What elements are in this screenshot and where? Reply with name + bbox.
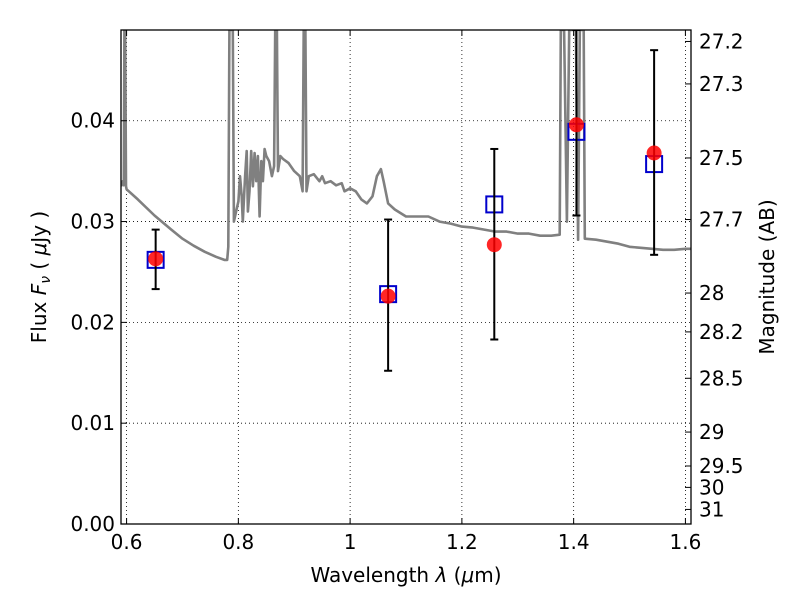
y-tick-label: 0.03 bbox=[70, 210, 115, 234]
mag-tick-label: 28 bbox=[699, 281, 724, 305]
observed-photometry-point bbox=[380, 288, 396, 304]
mag-tick-label: 29.5 bbox=[699, 454, 744, 478]
right-axis-title: Magnitude (AB) bbox=[755, 199, 779, 354]
x-tick-label: 1.2 bbox=[446, 530, 478, 554]
mag-tick-label: 27.3 bbox=[699, 72, 744, 96]
x-tick-label: 0.6 bbox=[111, 530, 143, 554]
data-layer bbox=[121, 30, 691, 372]
x-axis-title: Wavelength λ (μm) bbox=[310, 563, 501, 587]
plot-frame bbox=[120, 29, 692, 525]
x-tick-label: 1.6 bbox=[670, 530, 702, 554]
y-tick-label: 0.00 bbox=[70, 512, 115, 536]
mag-tick-label: 27.2 bbox=[699, 29, 744, 53]
mag-tick-label: 31 bbox=[699, 497, 724, 521]
y-tick-label: 0.01 bbox=[70, 411, 115, 435]
observed-photometry-point bbox=[486, 237, 502, 253]
mag-tick-label: 27.5 bbox=[699, 146, 744, 170]
mag-tick-label: 30 bbox=[699, 475, 724, 499]
model-spectrum-line bbox=[121, 30, 691, 262]
observed-photometry-point bbox=[568, 117, 584, 133]
mag-tick-label: 28.2 bbox=[699, 320, 744, 344]
observed-photometry-point bbox=[646, 145, 662, 161]
x-tick-label: 1.4 bbox=[558, 530, 590, 554]
mag-tick-label: 28.5 bbox=[699, 366, 744, 390]
mag-tick-label: 27.7 bbox=[699, 208, 744, 232]
y-tick-label: 0.02 bbox=[70, 310, 115, 334]
mag-tick-label: 29 bbox=[699, 420, 724, 444]
y-tick-label: 0.04 bbox=[70, 109, 115, 133]
axis-ticks: 0.6 0.8 1 1.2 1.4 1.6 0.00 0.01 0.02 0.03 0.04 27.2… bbox=[70, 29, 743, 554]
y-axis-title: Flux Fν ( μJy ) bbox=[27, 211, 54, 343]
observed-photometry-point bbox=[148, 251, 164, 267]
x-tick-label: 1 bbox=[344, 530, 357, 554]
grid-lines bbox=[121, 30, 691, 525]
x-tick-label: 0.8 bbox=[222, 530, 254, 554]
